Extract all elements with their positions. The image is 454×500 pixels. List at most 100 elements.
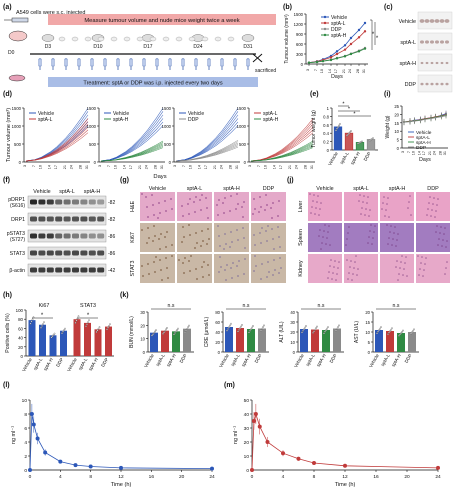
data-point [315,60,319,64]
data-point [260,329,262,332]
data-point [338,324,340,327]
data-point [162,333,164,335]
cell-nucleus [206,207,208,209]
y-tick-label: 500 [14,142,22,147]
cell-nucleus [164,236,166,238]
cell-nucleus [166,267,168,269]
y-tick-label: 15 [394,121,399,126]
data-point [249,329,251,332]
cell-nucleus [279,257,281,259]
tumor-sample [420,82,424,86]
cell-nucleus [243,273,245,275]
x-axis-label: Time (h) [111,482,132,488]
sig-star: * [87,313,90,319]
cell-nucleus [369,209,371,211]
y-tick-label: 1500 [162,106,172,111]
tumor-sample [435,61,439,65]
x-tick-label: sptA-H [166,353,177,368]
bar [150,332,158,352]
x-tick-label: 7 [107,165,111,167]
x-tick-label: sptA-H [241,353,252,368]
tumor-row-label: DDP [405,82,417,88]
cell-nucleus [360,213,362,215]
data-point [177,327,179,330]
y-axis-label: Positive cells (%) [5,313,11,353]
syringe-body [38,58,42,67]
legend-marker [323,33,327,37]
y-tick-label: 0 [94,160,97,165]
data-point [343,48,347,51]
blot-band [80,199,88,205]
cell-nucleus [236,193,238,195]
cell-nucleus [320,248,322,250]
data-point [53,332,56,335]
blot-band [46,233,54,239]
cell-nucleus [314,213,316,215]
x-tick-label: 28 [153,165,157,169]
cell-nucleus [363,195,365,197]
mouse-icon [58,36,66,42]
data-point [155,329,157,332]
histology-column-label: sptA-H [223,186,240,192]
x-tick-label: sptA-H [88,357,99,372]
cell-nucleus [160,233,162,235]
cell-nucleus [441,245,443,247]
tumor-photo [417,32,453,51]
data-point [175,330,177,333]
data-point [176,329,178,331]
organ-row-label: Liver [298,200,304,212]
cell-nucleus [280,267,282,269]
legend-label: Vehicle [113,111,129,117]
cell-nucleus [244,258,246,260]
cell-nucleus [405,256,407,258]
cell-nucleus [265,194,267,196]
data-point [31,318,34,321]
y-tick-label: 5 [397,138,400,143]
data-point [343,55,347,58]
individual-curve [25,107,89,162]
data-point [402,329,404,332]
blot-band [30,250,37,256]
data-point [327,326,329,328]
data-point [42,323,44,325]
x-tick-label: DDP [100,357,109,368]
cell-nucleus [443,233,445,235]
cell-nucleus [223,248,225,250]
cell-nucleus [321,242,323,244]
data-point [304,326,306,329]
cell-nucleus [154,235,156,237]
x-tick-label: 20 [404,474,410,480]
cell-nucleus [351,279,353,281]
cell-nucleus [427,208,429,210]
x-tick-label: sptA-L [32,357,43,371]
y-tick-label: 0 [293,350,296,355]
data-point [336,127,338,130]
organ-row-label: Spleen [298,229,304,246]
y-tick-label: 1500 [237,106,247,111]
y-tick-label: 2 [24,454,27,460]
panel-letter: (d) [3,91,12,98]
y-tick-label: 1000 [12,124,22,129]
individual-curve [175,146,239,162]
y-tick-label: 10 [394,129,399,134]
tumor-sample [445,82,449,86]
data-point [445,114,447,117]
cell-nucleus [409,195,411,197]
data-point [337,326,339,328]
data-point [399,333,401,336]
data-point [430,117,432,120]
syringe-body [220,58,224,67]
cell-nucleus [157,217,159,219]
cell-nucleus [433,197,435,199]
cell-nucleus [352,273,354,275]
cell-nucleus [318,214,320,216]
organ-micrograph-tile [380,223,414,252]
tumor-sample [425,40,429,44]
cell-nucleus [167,277,169,279]
histology-row-label: H&E [130,201,136,212]
legend-label: DDP [331,27,342,33]
cell-nucleus [435,210,437,212]
data-point [378,329,380,332]
tumor-sample [440,61,444,65]
cell-nucleus [316,201,318,203]
